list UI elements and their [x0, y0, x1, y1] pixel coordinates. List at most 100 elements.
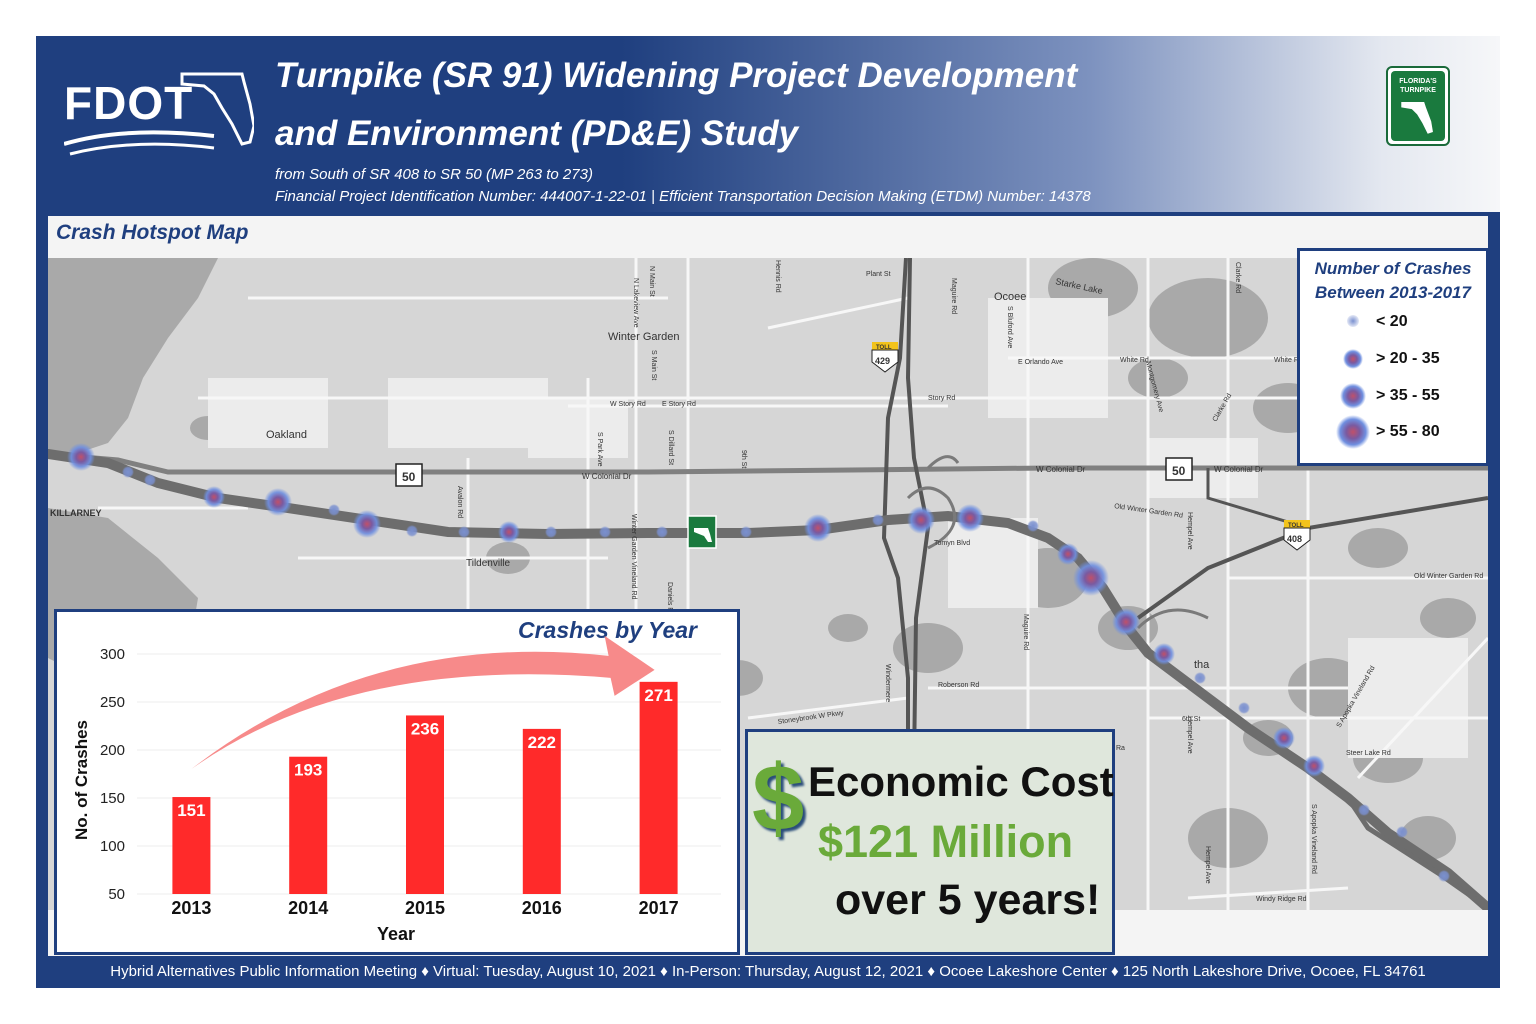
hotspot-14 [740, 526, 752, 538]
sr408-road [1136, 496, 1488, 620]
street-s-apopka-vineland-rd-2: S Apopka Vineland Rd [1310, 804, 1317, 874]
street-hempel-ave-2: Hempel Ave [1186, 716, 1193, 754]
fdot-logo-text: FDOT [64, 77, 194, 129]
street-9th-st: 9th St [740, 450, 747, 468]
street-maguire-rd-2: Maguire Rd [1022, 614, 1029, 650]
street-maguire-rd-1: Maguire Rd [950, 278, 957, 314]
bar-2015 [406, 715, 444, 894]
svg-text:408: 408 [1287, 534, 1302, 544]
street-winter-garden-vineland-rd: Winter Garden Vineland Rd [630, 514, 637, 600]
map-legend: Number of Crashes Between 2013-2017 < 20… [1297, 248, 1489, 466]
street-w-story-rd: W Story Rd [610, 401, 646, 408]
hotspot-16 [872, 514, 884, 526]
fdot-logo [64, 72, 254, 156]
street-hennis-rd: Hennis Rd [774, 260, 781, 293]
place-ocoee: Ocoee [994, 291, 1026, 303]
sr50-shield-east: 50 [1165, 457, 1193, 481]
svg-text:50: 50 [402, 470, 416, 484]
bar-2017 [639, 681, 678, 894]
hotspot-04 [203, 486, 225, 508]
hotspot-21 [1073, 560, 1109, 596]
turnpike-shield-icon [687, 515, 717, 549]
chart-x-ticks: 2013 2014 2015 2016 2017 [171, 898, 678, 918]
hotspot-20 [1057, 543, 1079, 565]
project-limits: from South of SR 408 to SR 50 (MP 263 to… [275, 166, 593, 183]
economic-cost-heading: Economic Cost [808, 758, 1114, 805]
svg-text:TOLL: TOLL [1288, 523, 1304, 529]
svg-text:429: 429 [875, 356, 890, 366]
hotspot-29 [1396, 826, 1408, 838]
x-tick-label-2017: 2017 [639, 898, 679, 918]
economic-cost-amount: $121 Million [818, 816, 1074, 867]
legend-item-lt20: < 20 [1300, 308, 1486, 338]
street-w-colonial-dr-1: W Colonial Dr [582, 472, 632, 481]
street-tomyn-blvd: Tomyn Blvd [934, 540, 970, 547]
street-windy-ridge-rd: Windy Ridge Rd [1256, 896, 1307, 903]
place-tha: tha [1194, 659, 1210, 671]
street-s-park-ave: S Park Ave [596, 432, 603, 467]
hotspot-22 [1112, 608, 1140, 636]
turnpike-logo-line1: FLORIDA'S [1399, 78, 1437, 85]
hotspot-03 [144, 474, 156, 486]
sr429-road [881, 258, 910, 910]
x-tick-label-2014: 2014 [288, 898, 328, 918]
street-hempel-ave-1: Hempel Ave [1186, 512, 1193, 550]
dollar-sign-icon: $ [752, 745, 805, 850]
hotspot-17 [907, 506, 935, 534]
street-clarke-rd-1: Clarke Rd [1234, 262, 1241, 293]
hotspot-25 [1238, 702, 1250, 714]
florida-turnpike-logo: FLORIDA'S TURNPIKE [1386, 66, 1450, 146]
street-n-lakeview-ave: N Lakeview Ave [632, 278, 639, 328]
hotspot-15 [804, 514, 832, 542]
bar-value-label-2013: 151 [177, 801, 205, 820]
svg-text:TOLL: TOLL [876, 345, 892, 351]
lake-apopka [48, 258, 218, 458]
legend-item-35-55: > 35 - 55 [1300, 382, 1486, 412]
florida-shape-icon [1401, 102, 1433, 134]
street-hempel-ave-3: Hempel Ave [1204, 846, 1211, 884]
sr429-shield: TOLL 429 [871, 342, 899, 373]
hotspot-symbol-medium-icon [1343, 349, 1363, 369]
bar-value-label-2017: 271 [644, 686, 672, 705]
legend-label-35-55: > 35 - 55 [1376, 387, 1440, 404]
hotspot-12 [599, 526, 611, 538]
turnpike-logo-line2: TURNPIKE [1400, 87, 1436, 94]
street-s-dillard-st: S Dillard St [667, 430, 674, 465]
legend-item-20-35: > 20 - 35 [1300, 345, 1486, 375]
chart-y-axis-label: No. of Crashes [72, 720, 91, 840]
page-title-line1: Turnpike (SR 91) Widening Project Develo… [275, 56, 1078, 95]
bar-2014 [289, 756, 328, 894]
bar-2013 [172, 797, 211, 894]
legend-label-lt20: < 20 [1376, 313, 1408, 330]
project-identifiers: Financial Project Identification Number:… [275, 188, 1091, 205]
sr50-road [48, 451, 1488, 475]
chart-y-tick-label: 300 [100, 646, 125, 663]
street-w-colonial-dr-2: W Colonial Dr [1036, 465, 1086, 474]
street-old-winter-garden-rd-2: Old Winter Garden Rd [1414, 573, 1483, 580]
chart-bars: 151 193 236 222 271 [172, 681, 678, 894]
chart-y-tick-label: 100 [100, 838, 125, 855]
street-steer-lake-rd: Steer Lake Rd [1346, 750, 1391, 757]
street-n-main-st: N Main St [648, 266, 655, 297]
street-roberson-rd: Roberson Rd [938, 682, 979, 689]
hotspot-30 [1438, 870, 1450, 882]
street-plant-st-1: Plant St [866, 271, 891, 278]
chart-y-ticks: 50 100 150 200 250 300 [100, 646, 125, 903]
hotspot-10 [498, 521, 520, 543]
street-story-rd: Story Rd [928, 395, 955, 402]
street-s-bluford-ave: S Bluford Ave [1006, 306, 1013, 348]
street-w-colonial-dr-3: W Colonial Dr [1214, 465, 1264, 474]
bar-2016 [522, 728, 561, 894]
x-tick-label-2016: 2016 [522, 898, 562, 918]
chart-y-tick-label: 150 [100, 790, 125, 807]
bar-value-label-2014: 193 [294, 761, 322, 780]
hotspot-06 [328, 504, 340, 516]
hotspot-26 [1273, 727, 1295, 749]
hotspot-symbol-large-icon [1340, 383, 1366, 409]
svg-text:50: 50 [1172, 464, 1186, 478]
interchange-ramps [906, 455, 1209, 630]
street-white-rd-1: White Rd [1120, 357, 1149, 364]
chart-y-tick-label: 200 [100, 742, 125, 759]
place-killarney: KILLARNEY [50, 508, 102, 518]
